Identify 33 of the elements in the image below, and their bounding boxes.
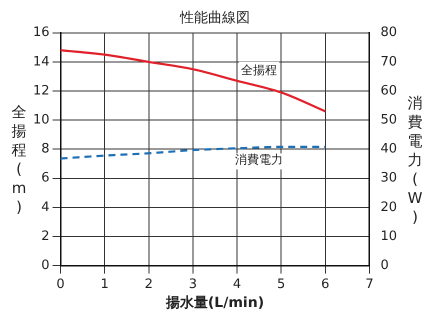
y-tick-label: 0 xyxy=(41,258,50,273)
x-tick-label: 4 xyxy=(232,276,242,292)
x-tick-label: 1 xyxy=(100,276,109,292)
y2-tick-label: 70 xyxy=(380,54,398,70)
y-tick-label: 4 xyxy=(41,200,50,215)
y2-tick-label: 20 xyxy=(380,200,398,215)
y-axis-title: 全揚程(m) xyxy=(10,103,28,217)
chart-title: 性能曲線図 xyxy=(179,10,250,26)
y-tick-label: 16 xyxy=(32,25,50,40)
y2-tick-label: 50 xyxy=(380,112,398,128)
x-tick-label: 7 xyxy=(365,276,374,292)
series-label: 消費電力 xyxy=(235,152,284,166)
x-tick-label: 3 xyxy=(188,276,198,292)
x-tick-label: 0 xyxy=(56,276,65,292)
y2-tick-label: 60 xyxy=(380,83,398,98)
y-tick-label: 2 xyxy=(41,228,50,244)
y2-tick-label: 30 xyxy=(380,170,398,186)
y-tick-label: 6 xyxy=(41,170,50,186)
y2-tick-label: 0 xyxy=(380,258,389,273)
y2-tick-label: 40 xyxy=(380,142,398,157)
y-tick-label: 8 xyxy=(41,142,50,157)
y-tick-label: 10 xyxy=(32,112,50,128)
x-tick-label: 5 xyxy=(277,276,286,292)
y-tick-label: 12 xyxy=(32,83,50,98)
series-label: 全揚程 xyxy=(241,62,278,77)
x-tick-label: 6 xyxy=(321,276,330,292)
y-tick-label: 14 xyxy=(32,54,50,70)
y2-tick-label: 80 xyxy=(380,25,398,40)
y2-tick-label: 10 xyxy=(380,228,398,244)
x-tick-label: 2 xyxy=(144,276,153,292)
y2-axis-title: 消費電力(W) xyxy=(406,94,424,226)
line-series xyxy=(60,49,326,112)
x-axis-title: 揚水量(L/min) xyxy=(164,295,264,312)
